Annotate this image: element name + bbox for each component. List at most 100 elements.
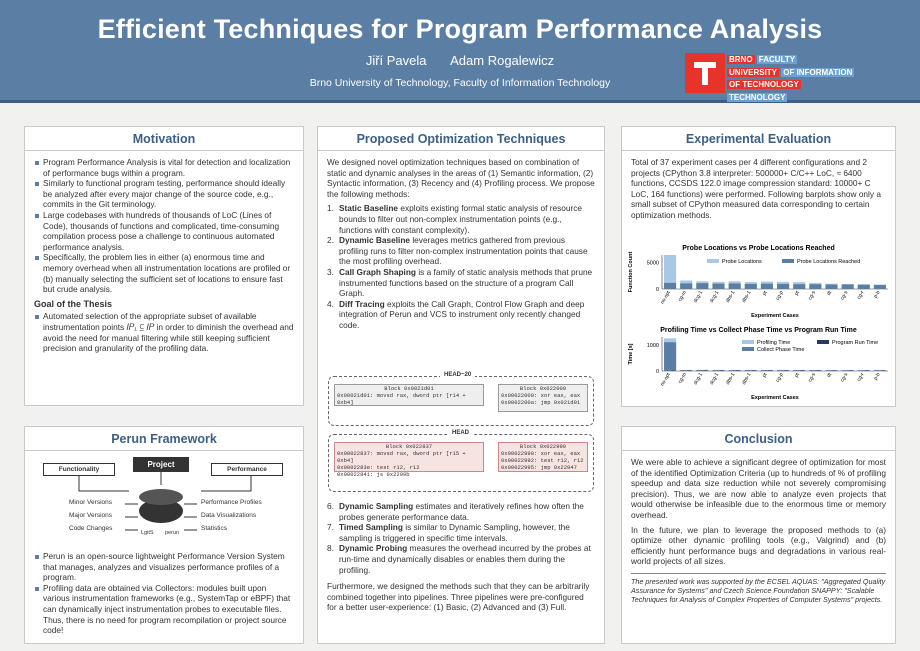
technique-item: 8. Dynamic Probing measures the overhead … bbox=[327, 543, 591, 575]
techniques-outro: Furthermore, we designed the methods suc… bbox=[327, 581, 590, 613]
x-tick-label: dcg-1 bbox=[709, 372, 721, 386]
bar bbox=[664, 282, 677, 289]
x-tick-label: cg-p bbox=[775, 290, 785, 302]
motivation-title: Motivation bbox=[25, 127, 303, 151]
perun-connector-lines bbox=[78, 472, 252, 531]
perun-icon: perun bbox=[165, 530, 180, 536]
legend-label: Collect Phase Time bbox=[757, 347, 804, 353]
technique-item: 4. Diff Tracing exploits the Call Graph, … bbox=[327, 298, 585, 330]
functionality-label: Functionality bbox=[43, 463, 115, 476]
experimental-title: Experimental Evaluation bbox=[622, 127, 895, 151]
legend-label: Probe Locations bbox=[722, 259, 762, 265]
affiliation: Brno University of Technology, Faculty o… bbox=[309, 77, 611, 89]
logo-t-icon bbox=[685, 53, 725, 93]
x-tick-label: dbs-1 bbox=[725, 290, 737, 304]
x-tick-label: cg-r bbox=[856, 290, 866, 301]
bar bbox=[873, 285, 886, 289]
y-axis-label: Function Count bbox=[628, 252, 634, 293]
x-tick-label: dbs-1 bbox=[741, 372, 753, 386]
legend-swatch bbox=[782, 259, 794, 263]
conclusion-panel: Conclusion We were able to achieve a sig… bbox=[621, 426, 896, 644]
techniques-intro: We designed novel optimization technique… bbox=[327, 157, 595, 199]
x-tick-label: dcg-1 bbox=[693, 372, 705, 386]
performance-label: Performance bbox=[211, 463, 283, 476]
funding-footnote: The presented work was supported by the … bbox=[631, 576, 886, 604]
y-axis-label: Time [s] bbox=[628, 343, 634, 364]
motivation-bullet: Specifically, the problem lies in either… bbox=[34, 252, 294, 294]
techniques-title: Proposed Optimization Techniques bbox=[318, 127, 604, 151]
experimental-text: Total of 37 experiment cases per 4 diffe… bbox=[631, 157, 881, 220]
chart-title: Probe Locations vs Probe Locations Reach… bbox=[682, 245, 834, 252]
bar bbox=[680, 370, 693, 371]
probe-locations-chart: Probe Locations vs Probe Locations Reach… bbox=[628, 245, 888, 319]
x-tick-label: p-b bbox=[873, 290, 882, 299]
author-2: Adam Rogalewicz bbox=[450, 53, 555, 68]
block-d: Block 0x022990 0x00022990: xor eax, eax … bbox=[498, 442, 588, 472]
project-label: Project bbox=[133, 457, 189, 472]
motivation-bullet: Program Performance Analysis is vital fo… bbox=[34, 157, 294, 178]
legend-swatch bbox=[742, 347, 754, 351]
technique-item: 3. Call Graph Shaping is a family of stat… bbox=[327, 266, 593, 299]
legend-swatch bbox=[707, 259, 719, 263]
motivation-bullet: Similarly to functional program testing,… bbox=[34, 178, 294, 210]
bar bbox=[809, 370, 822, 371]
x-tick-label: cg-s bbox=[807, 290, 817, 302]
bar bbox=[873, 370, 886, 371]
x-tick-label: cg-s bbox=[839, 372, 849, 384]
x-tick-label: cg-r bbox=[856, 372, 866, 383]
code-changes: Code Changes bbox=[69, 525, 113, 532]
conclusion-p1: We were able to achieve a significant de… bbox=[631, 457, 886, 520]
x-tick-label: dcg-1 bbox=[693, 290, 705, 304]
legend-swatch bbox=[742, 340, 754, 344]
x-tick-label: dbs-1 bbox=[741, 290, 753, 304]
x-tick-label: p-b bbox=[873, 372, 882, 381]
bar bbox=[728, 283, 741, 289]
bar bbox=[712, 283, 725, 289]
bar bbox=[760, 283, 773, 289]
bar bbox=[857, 370, 870, 371]
conclusion-title: Conclusion bbox=[622, 427, 895, 451]
technique-item: 2. Dynamic Baseline leverages metrics gat… bbox=[327, 235, 588, 267]
bar bbox=[841, 284, 854, 289]
major-versions: Major Versions bbox=[69, 512, 112, 519]
perun-bullet: Perun is an open-source lightweight Perf… bbox=[34, 551, 294, 583]
bar bbox=[777, 370, 790, 371]
x-axis-label: Experiment Cases bbox=[751, 395, 799, 401]
bar bbox=[760, 370, 773, 371]
data-visualizations: Data Visualizations bbox=[201, 512, 257, 519]
x-tick-label: no-opt bbox=[660, 289, 673, 305]
bar bbox=[841, 370, 854, 371]
bar bbox=[744, 283, 757, 289]
block-b: Block 0x022000 0x00022000: xor eax, eax … bbox=[498, 384, 588, 412]
profiling-time-chart: Profiling Time vs Collect Phase Time vs … bbox=[628, 327, 888, 401]
diff-diagram: HEAD~20 Block 0x0021d01 0x00021d01: movs… bbox=[328, 372, 594, 492]
git-icon: LgitS bbox=[141, 530, 154, 536]
head-label: HEAD bbox=[448, 430, 474, 436]
statistics: Statistics bbox=[201, 525, 228, 532]
block-c: Block 0x022837 0x00022837: movsd rax, dw… bbox=[334, 442, 484, 478]
bar bbox=[793, 284, 806, 289]
bar bbox=[809, 284, 822, 289]
x-tick-label: dcg-1 bbox=[709, 290, 721, 304]
bar bbox=[680, 283, 693, 289]
x-tick-label: no-opt bbox=[660, 371, 673, 387]
x-axis-label: Experiment Cases bbox=[751, 313, 799, 319]
technique-item: 6. Dynamic Sampling estimates and iterati… bbox=[327, 501, 584, 522]
poster-header: Efficient Techniques for Program Perform… bbox=[0, 0, 920, 103]
but-fit-logo: BRNO FACULTY UNIVERSITY OF INFORMATION O… bbox=[685, 53, 860, 102]
block-a: Block 0x0021d01 0x00021d01: movsd rax, d… bbox=[334, 384, 484, 406]
performance-profiles: Performance Profiles bbox=[201, 499, 262, 506]
x-tick-label: dt bbox=[826, 371, 834, 378]
bar bbox=[664, 342, 677, 371]
goal-heading: Goal of the Thesis bbox=[34, 298, 113, 309]
x-tick-label: pt bbox=[794, 371, 802, 378]
x-tick-label: cg-p bbox=[775, 372, 785, 384]
techniques-list-b: 6. Dynamic Sampling estimates and iterati… bbox=[327, 501, 595, 575]
poster-title: Efficient Techniques for Program Perform… bbox=[97, 14, 823, 44]
x-tick-label: pt bbox=[794, 289, 802, 296]
perun-panel: Perun Framework Functionality Project Pe… bbox=[24, 426, 304, 644]
bar bbox=[825, 284, 838, 289]
x-tick-label: cg-m bbox=[677, 290, 688, 303]
authors: Jiří Pavela Adam Rogalewicz bbox=[0, 53, 920, 68]
bar bbox=[696, 283, 709, 289]
